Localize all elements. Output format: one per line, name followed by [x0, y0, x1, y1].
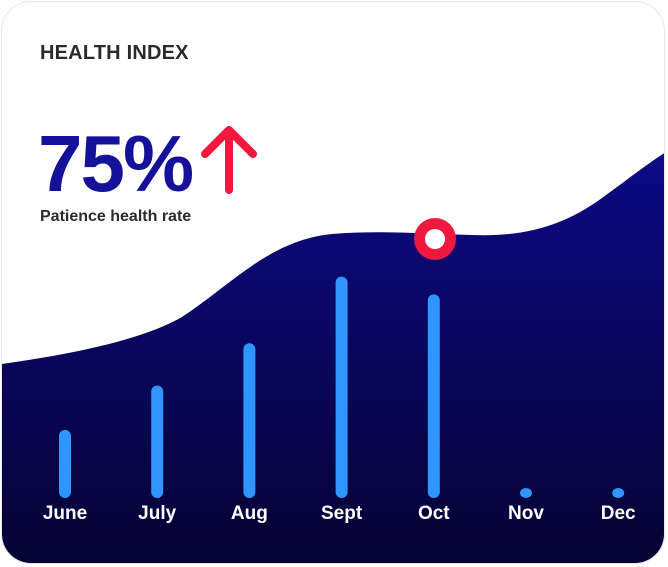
arrow-up-icon — [201, 126, 257, 194]
tick-label-nov: Nov — [508, 503, 544, 524]
bar-oct[interactable] — [427, 294, 440, 498]
tick-label-oct: Oct — [418, 503, 450, 524]
marker-dot-icon[interactable] — [414, 218, 456, 260]
tick-label-dec: Dec — [601, 503, 636, 524]
bars-group — [59, 276, 625, 498]
health-rate-label: Patience health rate — [40, 208, 192, 225]
health-rate-value: 75% — [38, 119, 194, 208]
card-title: HEALTH INDEX — [40, 42, 189, 64]
bar-dec[interactable] — [612, 488, 625, 498]
tick-label-aug: Aug — [231, 503, 268, 524]
bar-aug[interactable] — [243, 343, 256, 498]
wave-area — [2, 153, 664, 563]
bar-sept[interactable] — [335, 276, 348, 498]
tick-label-sept: Sept — [321, 503, 363, 524]
bar-july[interactable] — [151, 385, 164, 498]
x-axis-ticks: June July Aug Sept Oct Nov Dec — [43, 503, 636, 524]
bar-nov[interactable] — [520, 488, 532, 498]
bar-june[interactable] — [59, 429, 71, 498]
tick-label-june: June — [43, 503, 87, 524]
tick-label-july: July — [138, 503, 176, 524]
